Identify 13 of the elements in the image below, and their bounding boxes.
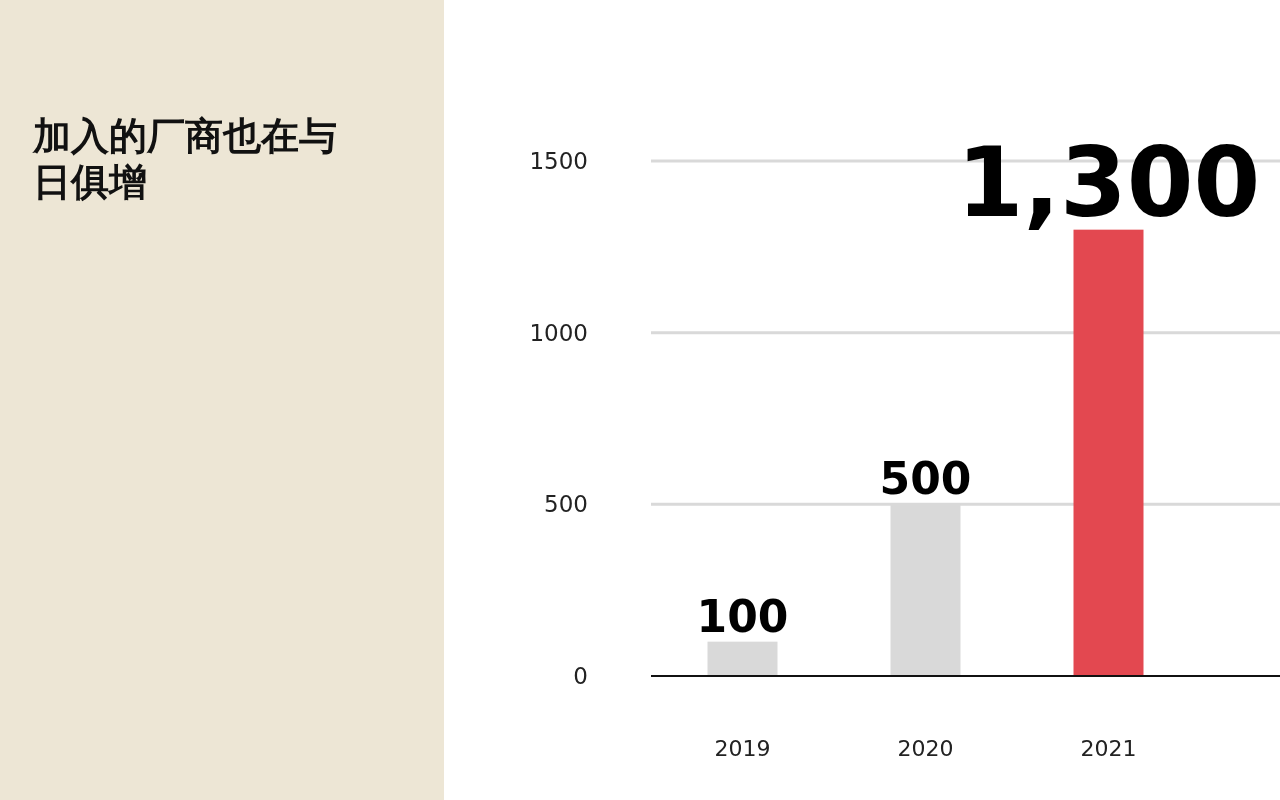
bar <box>707 641 778 676</box>
data-label: 500 <box>879 453 972 505</box>
y-tick-label: 1000 <box>529 319 588 346</box>
bar <box>1073 229 1144 676</box>
x-tick-label: 2020 <box>897 736 954 761</box>
data-label: 1,300 <box>956 126 1261 239</box>
y-tick-label: 0 <box>573 663 588 689</box>
text: 加入的厂商也在与日俱增 <box>32 114 337 204</box>
x-tick-label: 2019 <box>714 736 771 761</box>
y-tick-label: 1500 <box>529 148 588 174</box>
y-tick-label: 500 <box>544 491 588 518</box>
x-tick-label: 2021 <box>1080 736 1137 761</box>
data-label: 100 <box>696 590 789 642</box>
